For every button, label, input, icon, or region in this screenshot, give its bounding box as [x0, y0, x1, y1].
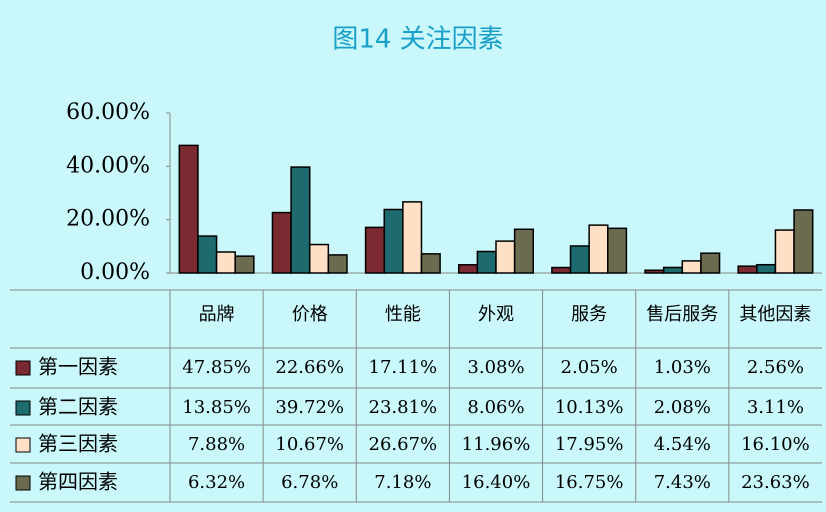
table-value: 6.32% — [188, 472, 245, 493]
table-value: 4.54% — [654, 434, 711, 455]
table-value: 39.72% — [275, 397, 344, 418]
bar — [383, 208, 404, 274]
table-value: 23.81% — [369, 397, 438, 418]
bar — [662, 266, 684, 274]
bar — [290, 166, 311, 274]
x-tick-label: 性能 — [385, 304, 421, 325]
table-value: 3.11% — [747, 397, 804, 418]
table-value: 3.08% — [467, 357, 524, 378]
legend-label: 第二因素 — [38, 395, 118, 419]
legend-swatch — [15, 400, 31, 416]
y-tick-label: 20.00% — [66, 207, 150, 232]
bar — [327, 254, 348, 274]
legend-swatch — [15, 437, 31, 453]
y-tick-label: 0.00% — [80, 260, 150, 285]
x-tick-label: 外观 — [478, 304, 514, 325]
table-value: 47.85% — [182, 357, 251, 378]
bar — [551, 266, 572, 274]
x-tick-label: 品牌 — [199, 304, 235, 325]
table-value: 2.08% — [654, 397, 711, 418]
bar — [476, 250, 497, 274]
bar — [420, 253, 441, 274]
bar — [457, 264, 479, 274]
table-value: 7.43% — [654, 472, 711, 493]
legend-label: 第三因素 — [38, 432, 118, 456]
bar — [700, 252, 721, 274]
table-value: 2.56% — [747, 357, 804, 378]
bar — [271, 211, 292, 274]
bar — [308, 243, 330, 274]
table-value: 26.67% — [369, 434, 438, 455]
bar — [737, 265, 758, 274]
table-value: 1.03% — [654, 357, 711, 378]
table-value: 16.40% — [462, 472, 531, 493]
chart-title: 图14 关注因素 — [332, 25, 503, 55]
x-tick-label: 其他因素 — [739, 304, 811, 325]
bar — [644, 269, 665, 274]
table-value: 10.13% — [555, 397, 624, 418]
bar — [197, 235, 218, 274]
table-value: 6.78% — [281, 472, 338, 493]
x-tick-label: 价格 — [292, 304, 328, 325]
table-value: 7.88% — [188, 434, 245, 455]
table-value: 11.96% — [462, 434, 531, 455]
bar — [495, 240, 516, 274]
bar — [402, 201, 423, 274]
table-value: 16.10% — [741, 434, 810, 455]
table-value: 8.06% — [467, 397, 524, 418]
x-tick-label: 服务 — [571, 304, 607, 325]
y-tick-label: 40.00% — [66, 153, 150, 178]
bar — [364, 226, 385, 274]
table-value: 16.75% — [555, 472, 624, 493]
bar — [178, 144, 199, 274]
bar — [569, 245, 590, 274]
bar — [607, 227, 628, 274]
bar — [756, 263, 777, 274]
bar — [681, 260, 702, 274]
legend-swatch — [15, 360, 31, 376]
bar — [513, 228, 535, 274]
legend-label: 第一因素 — [38, 355, 118, 379]
table-value: 17.11% — [369, 357, 438, 378]
table-value: 7.18% — [374, 472, 431, 493]
bar — [215, 251, 236, 274]
table-value: 17.95% — [555, 434, 624, 455]
bar — [588, 224, 609, 274]
legend-label: 第四因素 — [38, 470, 118, 494]
table-value: 10.67% — [275, 434, 344, 455]
y-tick-label: 60.00% — [66, 100, 150, 125]
table-value: 22.66% — [275, 357, 344, 378]
legend-swatch — [15, 475, 31, 491]
x-tick-label: 售后服务 — [646, 304, 718, 325]
table-value: 13.85% — [182, 397, 251, 418]
bar — [774, 229, 795, 274]
table-value: 23.63% — [741, 472, 810, 493]
table-value: 2.05% — [561, 357, 618, 378]
bar — [234, 255, 255, 274]
bar — [793, 209, 814, 274]
